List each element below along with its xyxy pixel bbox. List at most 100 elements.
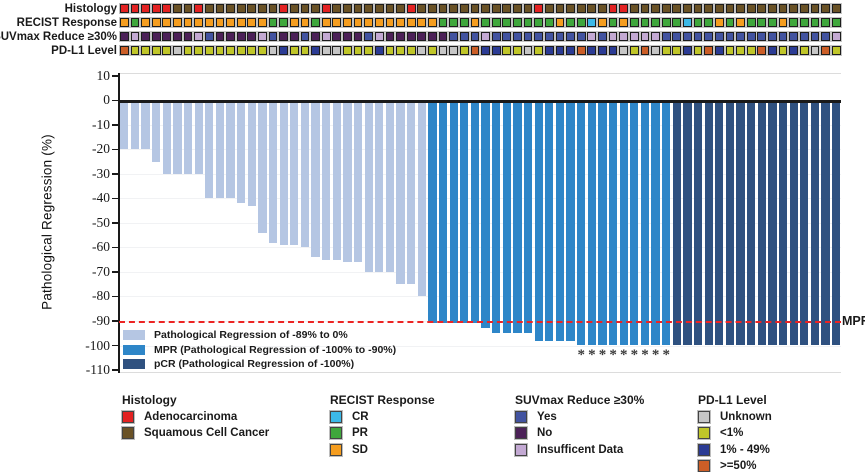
track-cell-suvmax-34	[470, 32, 481, 43]
suvmax-swatch	[534, 32, 544, 41]
waterfall-bar	[141, 100, 150, 150]
suvmax-swatch	[481, 32, 490, 41]
track-cell-suvmax-4	[151, 32, 162, 43]
recist-swatch	[215, 18, 225, 27]
recist-swatch	[385, 18, 395, 27]
patient-column-10	[215, 73, 226, 373]
waterfall-bar	[290, 100, 299, 245]
track-cell-pdl1-48	[618, 46, 629, 57]
pdl1-swatch	[428, 46, 437, 55]
track-cell-recist-37	[502, 18, 513, 29]
track-cell-suvmax-64	[788, 32, 799, 43]
pdl1-swatch	[640, 46, 650, 55]
suvmax-swatch	[204, 32, 214, 41]
patient-column-62	[767, 73, 778, 373]
track-cell-histology-29	[417, 4, 428, 15]
y-tick-label--30: -30	[92, 165, 110, 181]
suvmax-swatch	[300, 32, 310, 41]
track-cell-recist-20	[321, 18, 332, 29]
track-cell-suvmax-39	[523, 32, 534, 43]
pdl1-swatch	[587, 46, 597, 55]
gridline	[119, 345, 841, 347]
track-cell-suvmax-42	[555, 32, 566, 43]
patient-column-19	[310, 73, 321, 373]
patient-column-24	[363, 73, 374, 373]
recist-swatch	[428, 18, 437, 27]
recist-swatch	[789, 18, 799, 27]
pdl1-swatch	[162, 46, 172, 55]
recist-swatch	[651, 18, 660, 27]
legend-item-swatch	[122, 410, 134, 423]
patient-column-31	[438, 73, 449, 373]
y-tick-label--10: -10	[92, 116, 110, 132]
histology-swatch	[332, 4, 342, 13]
legend-group-title: RECIST Response	[330, 393, 435, 407]
waterfall-bar	[162, 100, 171, 174]
track-cell-suvmax-19	[310, 32, 321, 43]
pdl1-swatch	[789, 46, 799, 55]
recist-swatch	[693, 18, 703, 27]
mpr-threshold-label: MPR	[842, 314, 865, 328]
track-cell-suvmax-45	[587, 32, 598, 43]
patient-column-16	[278, 73, 289, 373]
track-cell-pdl1-28	[406, 46, 417, 57]
recist-swatch	[757, 18, 767, 27]
suvmax-swatch	[831, 32, 841, 41]
histology-swatch	[789, 4, 799, 13]
histology-swatch	[619, 4, 629, 13]
track-cell-suvmax-53	[672, 32, 683, 43]
waterfall-bar	[449, 100, 458, 324]
recist-swatch	[438, 18, 448, 27]
pdl1-swatch	[544, 46, 554, 55]
pdl1-swatch	[661, 46, 671, 55]
track-cell-recist-42	[555, 18, 566, 29]
waterfall-bar	[757, 100, 766, 346]
track-cell-pdl1-49	[629, 46, 640, 57]
recist-swatch	[151, 18, 161, 27]
recist-swatch	[162, 18, 172, 27]
recist-swatch	[513, 18, 522, 27]
waterfall-bar	[120, 100, 129, 150]
track-cell-recist-63	[778, 18, 789, 29]
suvmax-swatch	[576, 32, 586, 41]
track-cell-recist-4	[151, 18, 162, 29]
histology-swatch	[778, 4, 788, 13]
track-cell-recist-28	[406, 18, 417, 29]
legend-item-swatch	[122, 427, 134, 440]
track-cell-recist-66	[810, 18, 821, 29]
suvmax-swatch	[470, 32, 480, 41]
patient-column-58	[725, 73, 736, 373]
recist-swatch	[810, 18, 820, 27]
patient-column-59	[735, 73, 746, 373]
y-tick-mark	[112, 124, 118, 126]
legend-group-title: SUVmax Reduce ≥30%	[515, 393, 645, 407]
histology-swatch	[544, 4, 554, 13]
track-cell-suvmax-58	[725, 32, 736, 43]
suvmax-swatch	[704, 32, 714, 41]
track-cell-histology-25	[374, 4, 385, 15]
histology-swatch	[693, 4, 703, 13]
legend-group-recist-response: RECIST Response CR PR SD	[330, 392, 435, 458]
waterfall-bar	[279, 100, 288, 245]
recist-swatch	[576, 18, 586, 27]
track-cell-recist-9	[204, 18, 215, 29]
waterfall-bar	[736, 100, 745, 346]
track-cell-suvmax-48	[618, 32, 629, 43]
pdl1-swatch	[141, 46, 150, 55]
suvmax-swatch	[491, 32, 501, 41]
y-tick-label--20: -20	[92, 141, 110, 157]
waterfall-bar	[672, 100, 681, 346]
histology-swatch	[491, 4, 501, 13]
recist-swatch	[555, 18, 565, 27]
patient-column-34	[470, 73, 481, 373]
asterisk-marker: *	[641, 346, 649, 363]
track-cell-histology-62	[767, 4, 778, 15]
track-cell-pdl1-17	[289, 46, 300, 57]
waterfall-bar	[322, 100, 331, 260]
track-cell-suvmax-33	[459, 32, 470, 43]
track-cell-suvmax-18	[300, 32, 311, 43]
track-cell-pdl1-31	[438, 46, 449, 57]
histology-swatch	[396, 4, 405, 13]
track-cell-pdl1-40	[533, 46, 544, 57]
track-label-pdl1: PD-L1 Level	[51, 45, 117, 57]
